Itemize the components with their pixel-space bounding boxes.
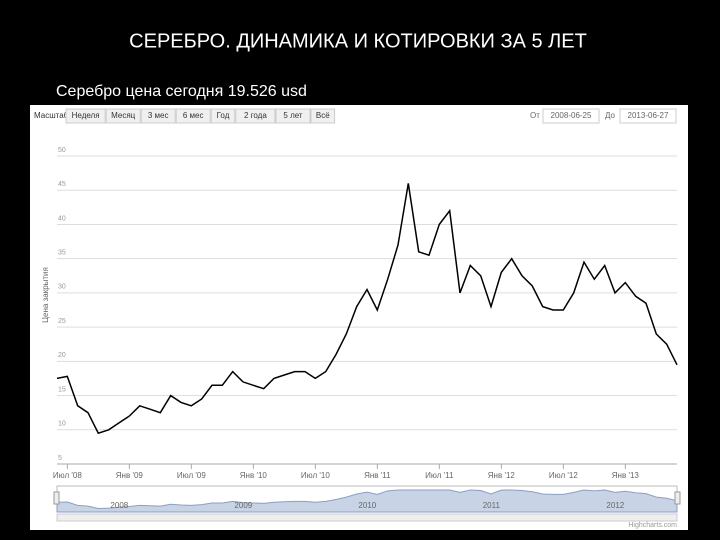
range-button[interactable] [210,108,236,124]
price-line [56,183,678,435]
to-label: До [605,111,616,120]
range-button[interactable] [105,108,141,124]
navigator-label: 2012 [606,501,624,510]
range-button-label: Год [217,111,230,120]
navigator-area [56,489,678,513]
range-button-label: Всё [316,111,330,120]
y-tick-label: 50 [58,147,66,154]
slide-subtitle: Серебро цена сегодня 19.526 usd [56,83,307,100]
from-label: От [530,111,540,120]
range-button[interactable] [175,108,211,124]
range-button-label: Неделя [72,111,100,120]
x-tick-label: Июл '09 [177,471,206,480]
range-button-label: 6 мес [183,111,204,120]
x-tick-label: Янв '09 [116,471,144,480]
y-tick-label: 15 [58,386,66,393]
range-button[interactable] [275,108,311,124]
y-tick-label: 5 [58,455,62,462]
from-value: 2008-06-25 [551,111,592,120]
range-button[interactable] [140,108,176,124]
from-input[interactable] [542,108,600,124]
navigator-label: 2008 [110,501,128,510]
x-tick-label: Янв '11 [364,471,391,480]
navigator-label: 2009 [234,501,252,510]
to-value: 2013-06-27 [628,111,669,120]
navigator-label: 2010 [358,501,376,510]
y-tick-label: 25 [58,318,66,325]
navigator-label: 2011 [483,501,501,510]
y-tick-label: 35 [58,250,66,257]
range-label: Масштаб [34,111,69,120]
y-tick-label: 40 [58,215,66,222]
x-tick-label: Янв '13 [612,471,640,480]
slide-title: СЕРЕБРО. ДИНАМИКА И КОТИРОВКИ ЗА 5 ЛЕТ [129,30,587,52]
x-tick-label: Янв '10 [240,471,268,480]
y-tick-label: 10 [58,421,66,428]
to-input[interactable] [619,108,677,124]
x-tick-label: Июл '12 [549,471,578,480]
y-axis-title: Цена закрытия [41,267,50,323]
credits: Highcharts.com [628,522,677,529]
range-button-label: Месяц [111,111,136,120]
chart-panel [30,105,688,530]
x-tick-label: Июл '08 [53,471,82,480]
range-button-label: 3 мес [148,111,169,120]
navigator-handle[interactable] [53,491,60,505]
x-tick-label: Июл '10 [301,471,330,480]
navigator-handle[interactable] [674,491,681,505]
range-button-label: 5 лет [283,111,303,120]
range-button-label: 2 года [244,111,267,120]
range-button[interactable] [235,108,276,124]
x-tick-label: Июл '11 [425,471,454,480]
y-tick-label: 20 [58,352,66,359]
y-tick-label: 45 [58,181,66,188]
scrollbar[interactable] [56,513,678,522]
range-button[interactable] [310,108,336,124]
x-tick-label: Янв '12 [488,471,516,480]
range-button[interactable] [65,108,106,124]
y-tick-label: 30 [58,284,66,291]
